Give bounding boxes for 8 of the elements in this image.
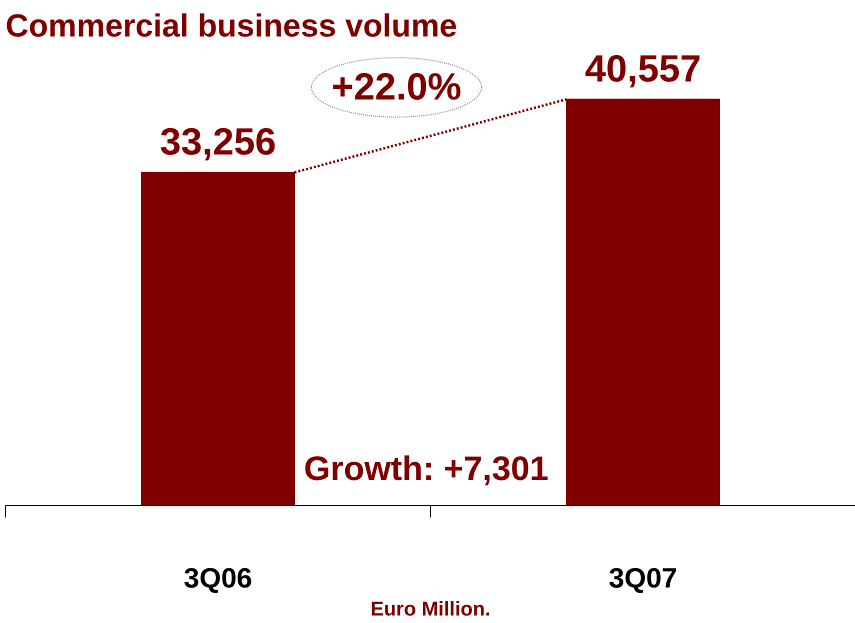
chart-title: Commercial business volume: [6, 8, 458, 44]
data-label: 40,557: [584, 48, 702, 90]
x-tick-label: 3Q07: [608, 562, 678, 594]
annotation: Growth: +7,301: [304, 450, 549, 488]
annotation: +22.0%: [332, 66, 462, 108]
x-tick-label: 3Q06: [184, 562, 252, 594]
data-label: 33,256: [160, 121, 276, 164]
x-axis-title: Euro Million.: [370, 598, 491, 620]
